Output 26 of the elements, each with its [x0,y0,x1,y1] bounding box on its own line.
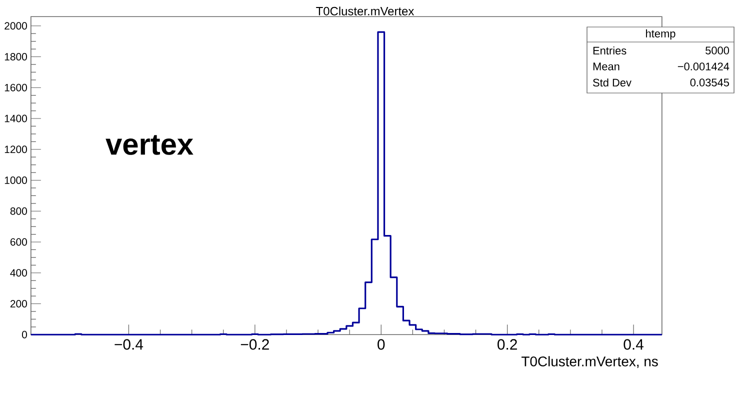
y-tick-label: 2000 [4,22,27,30]
y-tick-label: 800 [10,207,27,215]
y-tick-label: 1600 [4,84,27,92]
annotation: htemp [646,29,676,40]
x-tick-label: 0.2 [498,339,517,350]
x-tick-label: −0.2 [240,339,269,350]
annotation: Mean [593,62,620,70]
x-axis-title: T0Cluster.mVertex, ns [522,356,658,368]
x-tick-label: −0.4 [114,339,144,350]
annotation: Std Dev [593,78,632,87]
y-tick-label: 1000 [4,176,27,184]
text: −0.001424 [678,62,730,70]
annotation: Entries [593,46,626,55]
y-tick-label: 200 [10,300,27,308]
y-tick-label: 0 [22,330,27,338]
chart-title: T0Cluster.mVertex [316,6,414,16]
y-tick-label: 1400 [4,114,27,122]
text: 0.03545 [690,78,730,86]
x-tick-label: 0.4 [624,339,644,350]
x-tick-label: 0 [378,339,385,350]
annotation: vertex [106,135,194,155]
y-tick-label: 1800 [4,53,27,60]
text: 5000 [706,46,730,54]
y-tick-label: 400 [10,269,27,277]
y-tick-label: 600 [10,238,27,246]
y-tick-label: 1200 [4,146,27,154]
